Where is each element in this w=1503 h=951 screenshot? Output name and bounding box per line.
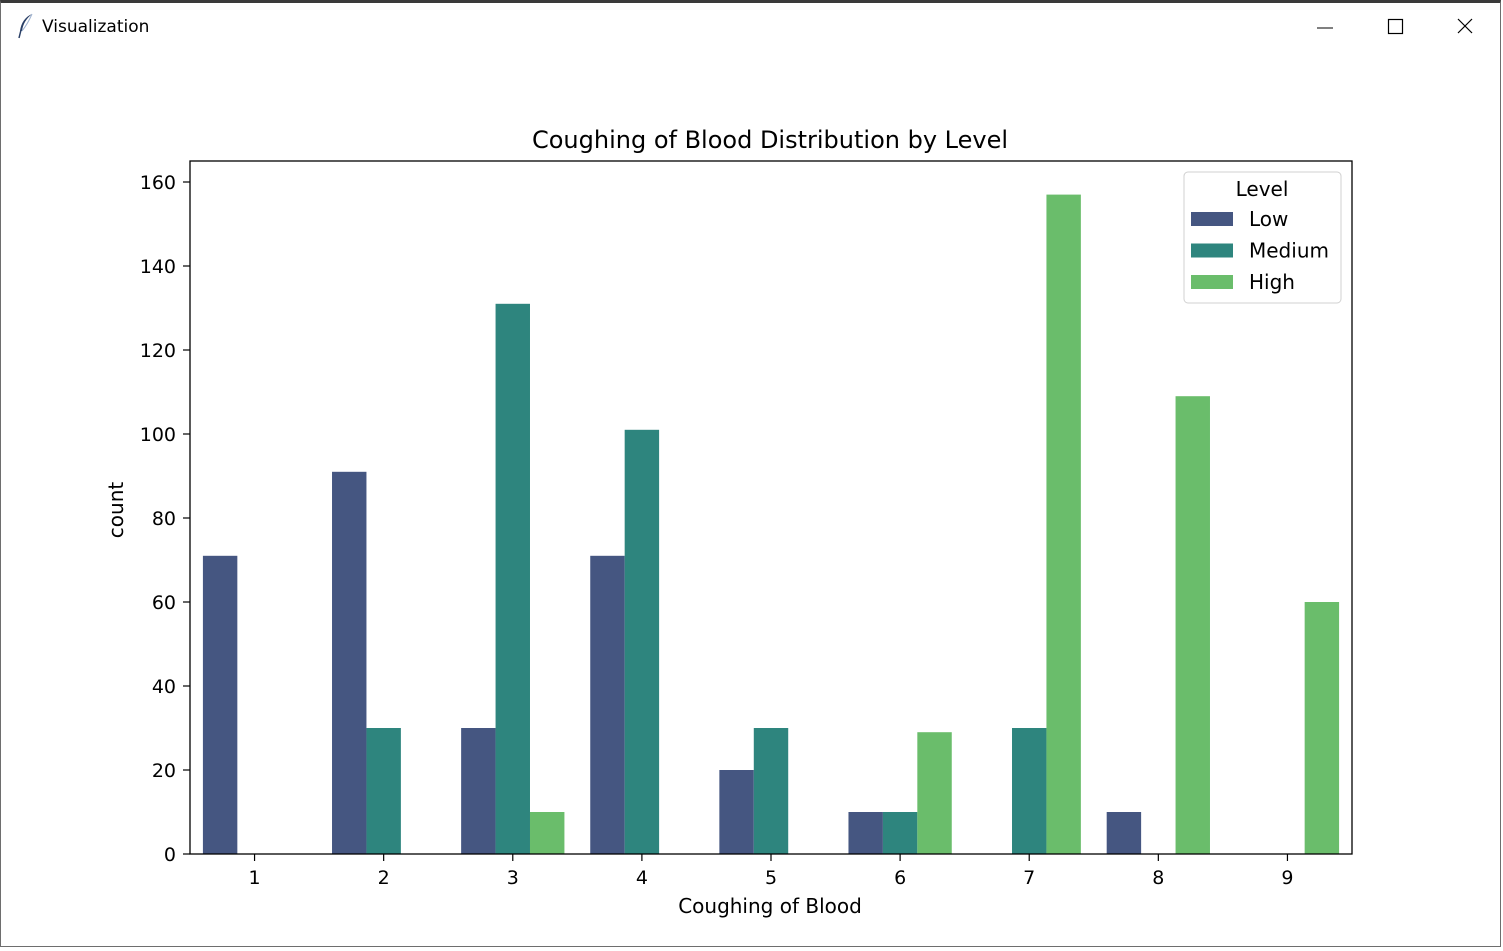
bar-medium-2: [366, 728, 401, 854]
bar-chart: Coughing of Blood Distribution by Level …: [104, 126, 1353, 918]
maximize-button[interactable]: [1360, 3, 1430, 49]
x-tick-label: 1: [249, 867, 261, 889]
bar-high-9: [1304, 602, 1340, 854]
bar-high-8: [1175, 396, 1210, 854]
x-axis-label: Coughing of Blood: [678, 894, 862, 918]
maximize-icon: [1387, 18, 1404, 35]
y-tick-label: 120: [140, 340, 176, 362]
bar-low-6: [848, 812, 883, 854]
bars-group: [202, 194, 1340, 855]
bar-high-6: [917, 732, 952, 854]
x-tick-label: 7: [1023, 867, 1035, 889]
bar-low-2: [332, 471, 367, 854]
legend-title: Level: [1236, 177, 1289, 201]
x-tick-label: 8: [1152, 867, 1164, 889]
y-tick-label: 0: [164, 844, 176, 866]
x-tick-label: 9: [1281, 867, 1293, 889]
bar-low-4: [590, 555, 625, 854]
bar-medium-7: [1012, 728, 1047, 854]
bar-high-3: [529, 812, 565, 854]
minimize-button[interactable]: [1290, 3, 1360, 49]
axes-frame: [189, 160, 1353, 855]
y-axis-label: count: [104, 482, 128, 539]
x-tick-label: 6: [894, 867, 906, 889]
bar-medium-5: [753, 728, 789, 854]
legend-swatch-high: [1191, 275, 1233, 289]
feather-icon: [17, 13, 35, 39]
legend-label-low: Low: [1249, 207, 1288, 231]
y-tick-label: 160: [140, 172, 176, 194]
legend-swatch-medium: [1191, 243, 1233, 258]
legend: Level Low Medium High: [1183, 171, 1342, 304]
y-tick-label: 20: [152, 760, 176, 782]
x-axis: 1 2 3 4 5 6 7 8 9: [249, 854, 1293, 889]
x-tick-label: 2: [378, 867, 390, 889]
legend-label-medium: Medium: [1249, 239, 1329, 263]
x-tick-label: 4: [636, 867, 648, 889]
bar-medium-3: [495, 303, 530, 854]
bar-low-3: [461, 728, 496, 854]
legend-label-high: High: [1249, 270, 1295, 294]
minimize-icon: [1317, 27, 1333, 29]
y-tick-label: 40: [152, 676, 176, 698]
bar-low-1: [202, 555, 238, 854]
x-tick-label: 3: [507, 867, 519, 889]
bar-medium-4: [624, 429, 660, 854]
bar-medium-6: [882, 812, 918, 854]
bar-high-7: [1046, 194, 1081, 855]
close-icon: [1457, 18, 1473, 34]
plot-canvas: Coughing of Blood Distribution by Level …: [1, 49, 1502, 947]
legend-box: [1183, 171, 1342, 304]
y-tick-label: 60: [152, 592, 176, 614]
y-tick-label: 80: [152, 508, 176, 530]
legend-swatch-low: [1191, 212, 1233, 226]
bar-low-5: [719, 770, 754, 854]
title-bar[interactable]: Visualization: [1, 3, 1500, 49]
y-tick-label: 100: [140, 424, 176, 446]
bar-low-8: [1106, 812, 1142, 854]
close-button[interactable]: [1430, 3, 1500, 49]
window-title: Visualization: [42, 17, 150, 37]
chart-title: Coughing of Blood Distribution by Level: [532, 126, 1008, 154]
x-tick-label: 5: [765, 867, 777, 889]
y-axis: 0 20 40 60 80 100 120 140 160: [140, 172, 190, 866]
y-tick-label: 140: [140, 256, 176, 278]
